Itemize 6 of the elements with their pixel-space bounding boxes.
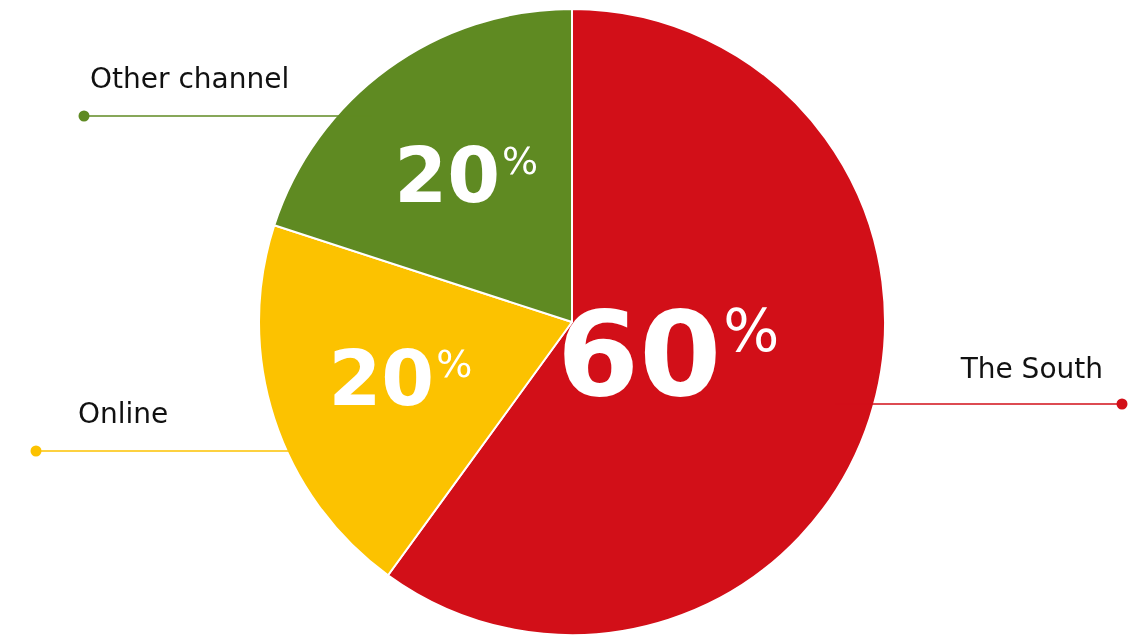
data-label: 20% (394, 131, 539, 221)
slice-label: Other channel (90, 62, 290, 95)
slice-label: Online (78, 397, 169, 430)
data-label: 20% (328, 334, 473, 424)
data-label: 60% (557, 285, 780, 424)
slice-label: The South (959, 352, 1103, 385)
